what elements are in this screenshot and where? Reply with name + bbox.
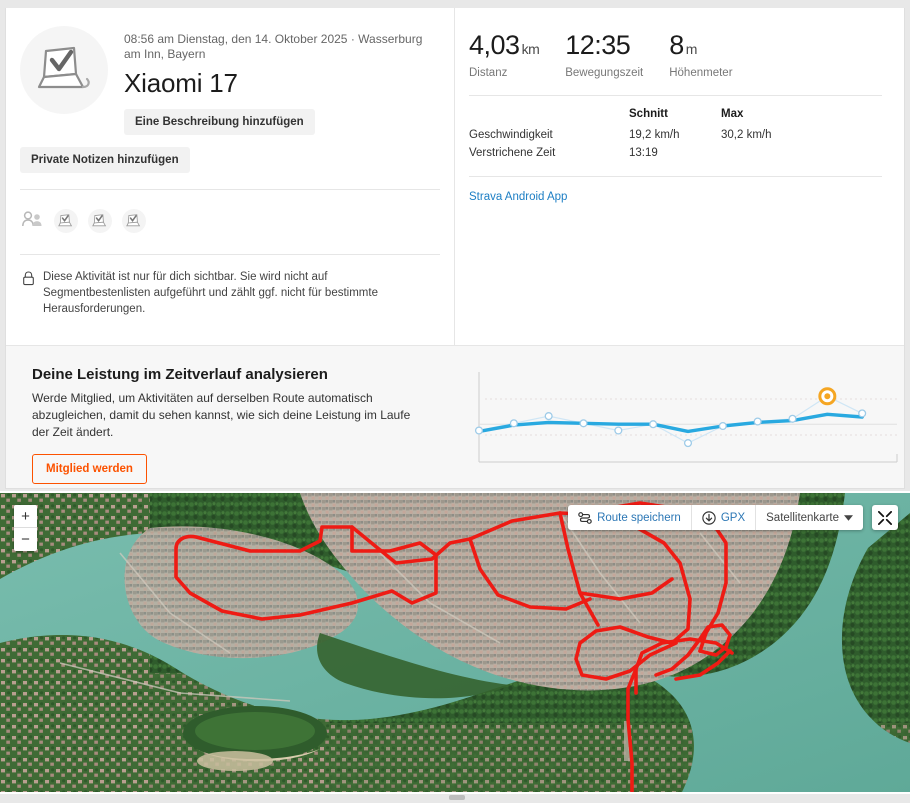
gpx-label: GPX: [720, 511, 746, 524]
card-top-row: 08:56 am Dienstag, den 14. Oktober 2025 …: [6, 8, 904, 345]
chart-point: [509, 419, 518, 428]
activity-header: 08:56 am Dienstag, den 14. Oktober 2025 …: [6, 8, 454, 135]
laptop-check-icon: [37, 46, 90, 89]
table-header-row: Schnitt Max: [469, 106, 882, 126]
fullscreen-icon: [878, 510, 892, 525]
people-icon[interactable]: [22, 210, 44, 232]
route-map[interactable]: + − Route speichern GPX Sate: [0, 491, 910, 794]
download-icon: [702, 510, 716, 525]
row-label-speed: Geschwindigkeit: [469, 129, 553, 141]
chart-point: [858, 409, 867, 418]
row-max-elapsed: [721, 144, 882, 162]
col-header-max: Max: [721, 108, 744, 120]
table-row: Geschwindigkeit 19,2 km/h 30,2 km/h: [469, 126, 882, 144]
activity-datetime-location: 08:56 am Dienstag, den 14. Oktober 2025 …: [124, 32, 423, 61]
zoom-out-button[interactable]: −: [21, 531, 30, 548]
stat-moving-time: 12:35 Bewegungszeit: [565, 30, 643, 79]
promo-section: Deine Leistung im Zeitverlauf analysiere…: [6, 345, 904, 488]
stats-divider-1: [469, 95, 882, 96]
chart-point: [474, 426, 484, 435]
col-header-blank: [469, 106, 629, 126]
chart-point: [718, 421, 727, 431]
privacy-text: Diese Aktivität ist nur für dich sichtba…: [43, 271, 378, 315]
route-icon: [578, 511, 592, 524]
chart-point: [753, 417, 762, 426]
page-title: Xiaomi 17: [124, 68, 238, 98]
divider-above-social: [20, 189, 440, 190]
save-route-label: Route speichern: [597, 511, 681, 524]
stat-distance-value: 4,03: [469, 30, 520, 60]
row-label-elapsed: Verstrichene Zeit: [469, 147, 556, 159]
fullscreen-button[interactable]: [872, 505, 898, 530]
save-route-button[interactable]: Route speichern: [568, 505, 692, 530]
map-action-bar: Route speichern GPX Satellitenkarte: [568, 505, 863, 530]
promo-body: Werde Mitglied, um Aktivitäten auf derse…: [32, 391, 411, 439]
map-scroll-indicator[interactable]: [449, 795, 465, 800]
stat-distance-label: Distanz: [469, 67, 508, 79]
col-header-avg: Schnitt: [629, 108, 668, 120]
zoom-in-button[interactable]: +: [14, 505, 37, 528]
add-description-button[interactable]: Eine Beschreibung hinzufügen: [124, 109, 315, 135]
performance-chart-svg: [474, 372, 898, 463]
private-notes-wrap: Private Notizen hinzufügen: [6, 135, 454, 173]
become-member-button[interactable]: Mitglied werden: [32, 454, 147, 484]
chart-point: [683, 439, 693, 448]
stat-moving-time-label: Bewegungszeit: [565, 67, 644, 79]
avatar: [20, 26, 108, 114]
chart-point: [649, 420, 658, 429]
chart-line-attempts: [478, 395, 863, 444]
promo-heading: Deine Leistung im Zeitverlauf analysiere…: [32, 366, 328, 383]
stats-divider-2: [469, 176, 882, 177]
divider-above-privacy: [20, 254, 440, 255]
stat-elevation-unit: m: [685, 41, 698, 57]
map-canvas: [0, 493, 910, 792]
kudos-avatar-2[interactable]: [88, 209, 112, 233]
row-max-speed: 30,2 km/h: [721, 129, 772, 141]
activity-meta: 08:56 am Dienstag, den 14. Oktober 2025 …: [124, 26, 436, 135]
chart-point: [614, 426, 623, 435]
stats-detail-table: Schnitt Max Geschwindigkeit 19,2 km/h 30…: [469, 106, 882, 162]
basemap-label: Satellitenkarte: [766, 511, 839, 524]
gpx-download-button[interactable]: GPX: [692, 505, 757, 530]
stat-distance-unit: km: [521, 41, 540, 57]
promo-text-block: Deine Leistung im Zeitverlauf analysiere…: [6, 346, 455, 488]
kudos-avatar-1[interactable]: [54, 209, 78, 233]
chart-point: [788, 414, 797, 423]
lock-icon: [23, 271, 34, 286]
performance-chart: [455, 346, 904, 488]
chart-highlight-point: [824, 393, 831, 400]
add-private-notes-button[interactable]: Private Notizen hinzufügen: [20, 147, 190, 173]
social-icon-row: [6, 190, 454, 238]
source-app-link[interactable]: Strava Android App: [469, 191, 568, 203]
table-row: Verstrichene Zeit 13:19: [469, 144, 882, 162]
chevron-down-icon: [844, 514, 853, 521]
chart-line-trend: [477, 412, 864, 434]
map-zoom-controls[interactable]: + −: [14, 505, 37, 551]
row-avg-speed: 19,2 km/h: [629, 129, 680, 141]
kudos-avatar-3[interactable]: [122, 209, 146, 233]
activity-detail-column: 08:56 am Dienstag, den 14. Oktober 2025 …: [6, 8, 455, 345]
chart-point: [579, 419, 588, 428]
activity-card: 08:56 am Dienstag, den 14. Oktober 2025 …: [5, 8, 905, 489]
stat-elevation-label: Höhenmeter: [669, 67, 733, 79]
row-avg-elapsed: 13:19: [629, 147, 658, 159]
chart-point: [544, 412, 553, 421]
stat-distance: 4,03 km Distanz: [469, 30, 540, 79]
stat-moving-time-value: 12:35: [565, 30, 631, 60]
stat-elevation-value: 8: [669, 30, 684, 60]
basemap-select[interactable]: Satellitenkarte: [756, 505, 863, 530]
privacy-notice: Diese Aktivität ist nur für dich sichtba…: [6, 255, 454, 317]
